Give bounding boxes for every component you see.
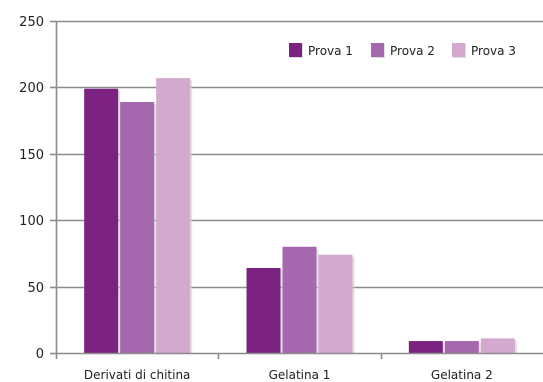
bar <box>408 341 443 353</box>
bar <box>84 88 119 353</box>
y-tick-label: 250 <box>19 15 44 30</box>
y-tick-label: 150 <box>19 148 44 163</box>
y-tick-label: 100 <box>19 214 44 229</box>
bar <box>156 78 191 353</box>
legend-swatch <box>289 43 302 57</box>
y-tick-label: 50 <box>27 281 44 296</box>
bar <box>246 268 281 353</box>
legend-label: Prova 2 <box>390 44 435 58</box>
bar <box>282 246 317 353</box>
axes <box>50 20 543 359</box>
tick-labels: 0 50 100 150 200 250 Derivati di chitina Gelati… <box>19 15 493 382</box>
x-tick-label: Gelatina 2 <box>431 368 493 382</box>
bar <box>120 102 155 354</box>
bar <box>444 341 479 353</box>
y-tick-label: 0 <box>36 347 44 362</box>
bars <box>84 78 517 354</box>
bar <box>480 338 515 353</box>
legend-label: Prova 3 <box>471 44 516 58</box>
legend-label: Prova 1 <box>308 44 353 58</box>
x-tick-label: Derivati di chitina <box>84 368 191 382</box>
legend-swatch <box>452 43 465 57</box>
y-tick-label: 200 <box>19 81 44 96</box>
legend: Prova 1 Prova 2 Prova 3 <box>289 43 516 58</box>
legend-swatch <box>371 43 384 57</box>
x-tick-label: Gelatina 1 <box>269 368 331 382</box>
bar <box>318 254 353 353</box>
